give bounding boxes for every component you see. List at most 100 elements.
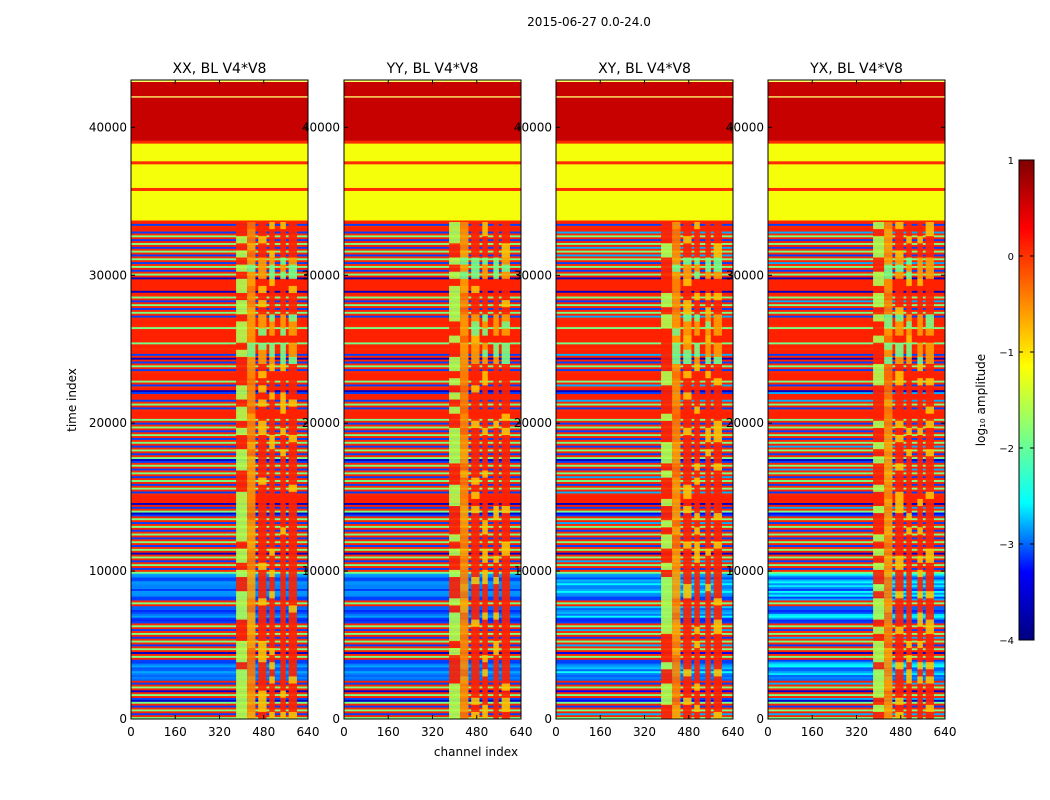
channel-band-segment: [917, 463, 923, 471]
time-region-block: [344, 189, 521, 222]
channel-band-segment: [258, 569, 267, 578]
channel-band-segment: [493, 321, 499, 329]
time-row: [131, 246, 308, 250]
time-row: [556, 459, 733, 462]
time-row: [768, 564, 945, 567]
channel-band-segment: [449, 690, 461, 699]
channel-band-segment: [917, 626, 923, 635]
time-row: [131, 476, 308, 479]
time-row: [768, 606, 945, 609]
channel-band-segment: [236, 427, 248, 436]
time-row: [768, 248, 945, 252]
channel-band-segment: [895, 392, 904, 400]
time-row: [556, 288, 733, 292]
channel-band-segment: [917, 498, 923, 507]
channel-band-segment: [917, 371, 923, 379]
channel-band-segment: [493, 257, 499, 265]
channel-band-segment: [482, 477, 488, 486]
channel-band-segment: [694, 569, 700, 578]
channel-band-segment: [493, 648, 499, 656]
time-row: [768, 525, 945, 529]
channel-band-segment: [482, 527, 488, 535]
channel-band-segment: [713, 598, 722, 606]
channel-band-segment: [482, 676, 488, 684]
channel-band-segment: [895, 314, 904, 322]
time-row: [131, 321, 308, 324]
channel-band-segment: [247, 378, 256, 386]
time-row: [131, 275, 308, 278]
time-row: [556, 225, 733, 229]
channel-band-segment: [873, 477, 885, 486]
time-row: [131, 395, 308, 399]
channel-band-segment: [672, 406, 681, 415]
channel-band-segment: [661, 399, 673, 407]
time-row: [131, 418, 308, 422]
channel-band-segment: [661, 569, 673, 578]
channel-band-segment: [482, 484, 488, 493]
channel-band-segment: [288, 711, 297, 719]
time-row: [344, 288, 521, 292]
channel-band-segment: [884, 669, 893, 677]
time-row: [344, 235, 521, 238]
channel-band-segment: [471, 633, 480, 642]
channel-band-segment: [925, 456, 934, 464]
channel-band-segment: [683, 463, 692, 471]
channel-band-segment: [694, 456, 700, 464]
time-row: [344, 504, 521, 508]
channel-band-segment: [449, 640, 461, 649]
time-row: [131, 386, 308, 389]
channel-band-segment: [925, 229, 934, 237]
channel-band-segment: [884, 697, 893, 706]
channel-band-segment: [280, 427, 286, 436]
time-row: [556, 292, 733, 296]
channel-band-segment: [460, 697, 469, 706]
channel-band-segment: [705, 278, 711, 287]
time-row: [131, 290, 308, 294]
time-row: [344, 445, 521, 448]
y-tick-label: 0: [756, 712, 764, 726]
time-row: [768, 327, 945, 330]
channel-band-segment: [501, 633, 510, 642]
channel-band-segment: [288, 498, 297, 507]
x-tick-label: 160: [377, 725, 400, 739]
channel-band-segment: [501, 250, 510, 258]
channel-band-segment: [501, 236, 510, 244]
channel-band-segment: [269, 392, 275, 400]
channel-band-segment: [917, 449, 923, 457]
channel-band-segment: [247, 591, 256, 599]
channel-band-segment: [672, 612, 681, 620]
time-row: [131, 554, 308, 557]
channel-band-segment: [884, 321, 893, 329]
channel-band-segment: [269, 662, 275, 670]
channel-band-segment: [288, 655, 297, 663]
channel-band-segment: [917, 456, 923, 464]
channel-band-segment: [471, 711, 480, 719]
channel-band-segment: [280, 435, 286, 443]
channel-band-segment: [661, 229, 673, 237]
channel-band-segment: [705, 662, 711, 670]
time-row: [768, 516, 945, 519]
channel-band-segment: [501, 662, 510, 670]
time-row: [131, 713, 308, 716]
y-tick-label: 30000: [302, 268, 340, 282]
time-row: [131, 254, 308, 257]
time-row: [344, 556, 521, 559]
channel-band-segment: [236, 506, 248, 514]
time-row: [768, 340, 945, 343]
time-row: [131, 631, 308, 634]
channel-band-segment: [258, 300, 267, 308]
time-row: [556, 411, 733, 414]
channel-band-segment: [917, 229, 923, 237]
time-row: [344, 321, 521, 324]
time-row: [768, 260, 945, 263]
channel-band-segment: [247, 711, 256, 719]
channel-band-segment: [471, 648, 480, 656]
channel-band-segment: [694, 442, 700, 450]
colorbar-tick-label: 0: [1008, 252, 1014, 263]
time-row: [556, 508, 733, 512]
time-row: [556, 344, 733, 347]
time-row: [768, 579, 945, 582]
time-row: [131, 273, 308, 276]
channel-band-segment: [471, 328, 480, 336]
time-row: [131, 231, 308, 234]
